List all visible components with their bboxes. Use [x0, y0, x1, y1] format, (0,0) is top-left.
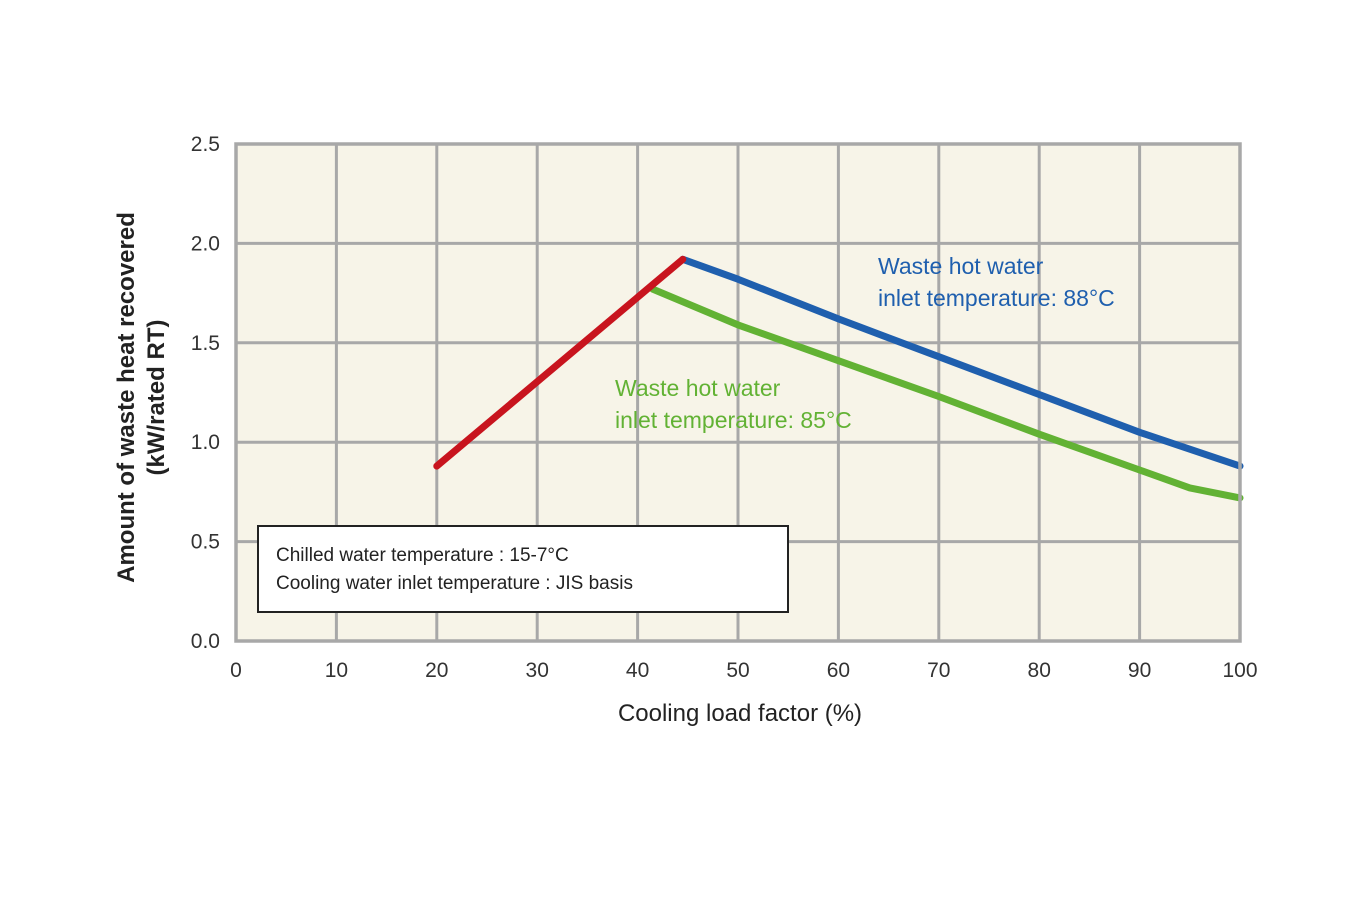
- tick-labels: 0 10 20 30 40 50 60 70 80 90 100 0.0 0.5 1.0 1.5 2.0 2.5: [191, 133, 1258, 682]
- conditions-note-box: [257, 525, 789, 613]
- x-tick-label: 70: [927, 659, 950, 682]
- series-label-88c-line2: inlet temperature: 88°C: [878, 285, 1115, 311]
- series-label-85c: Waste hot water inlet temperature: 85°C: [615, 375, 852, 433]
- y-axis-title: Amount of waste heat recovered: [113, 212, 140, 583]
- x-tick-label: 0: [230, 659, 242, 682]
- conditions-note: Chilled water temperature : 15-7°C Cooli…: [257, 525, 789, 613]
- x-tick-label: 20: [425, 659, 448, 682]
- series-label-85c-line2: inlet temperature: 85°C: [615, 407, 852, 433]
- x-tick-label: 90: [1128, 659, 1151, 682]
- series-line-1: [679, 255, 1244, 470]
- y-tick-label: 2.5: [191, 133, 220, 156]
- y-tick-label: 0.5: [191, 531, 220, 554]
- x-tick-label: 100: [1222, 659, 1257, 682]
- conditions-note-line2: Cooling water inlet temperature : JIS ba…: [276, 573, 633, 594]
- x-tick-label: 10: [325, 659, 348, 682]
- series-line-2: [649, 285, 1244, 502]
- y-tick-label: 0.0: [191, 630, 220, 653]
- x-axis-title: Cooling load factor (%): [618, 700, 862, 727]
- x-tick-label: 50: [726, 659, 749, 682]
- conditions-note-line1: Chilled water temperature : 15-7°C: [276, 545, 569, 566]
- series-line-0: [433, 255, 687, 470]
- series-label-85c-line1: Waste hot water: [615, 375, 781, 401]
- y-tick-label: 1.0: [191, 431, 220, 454]
- x-tick-label: 30: [526, 659, 549, 682]
- x-tick-label: 80: [1028, 659, 1051, 682]
- series-label-88c-line1: Waste hot water: [878, 253, 1044, 279]
- x-tick-label: 40: [626, 659, 649, 682]
- plot-frame: [234, 142, 1242, 643]
- y-tick-label: 2.0: [191, 232, 220, 255]
- y-axis-unit: (kW/rated RT): [143, 320, 170, 476]
- series-lines: [433, 255, 1244, 502]
- y-tick-label: 1.5: [191, 332, 220, 355]
- series-label-88c: Waste hot water inlet temperature: 88°C: [878, 253, 1115, 311]
- x-tick-label: 60: [827, 659, 850, 682]
